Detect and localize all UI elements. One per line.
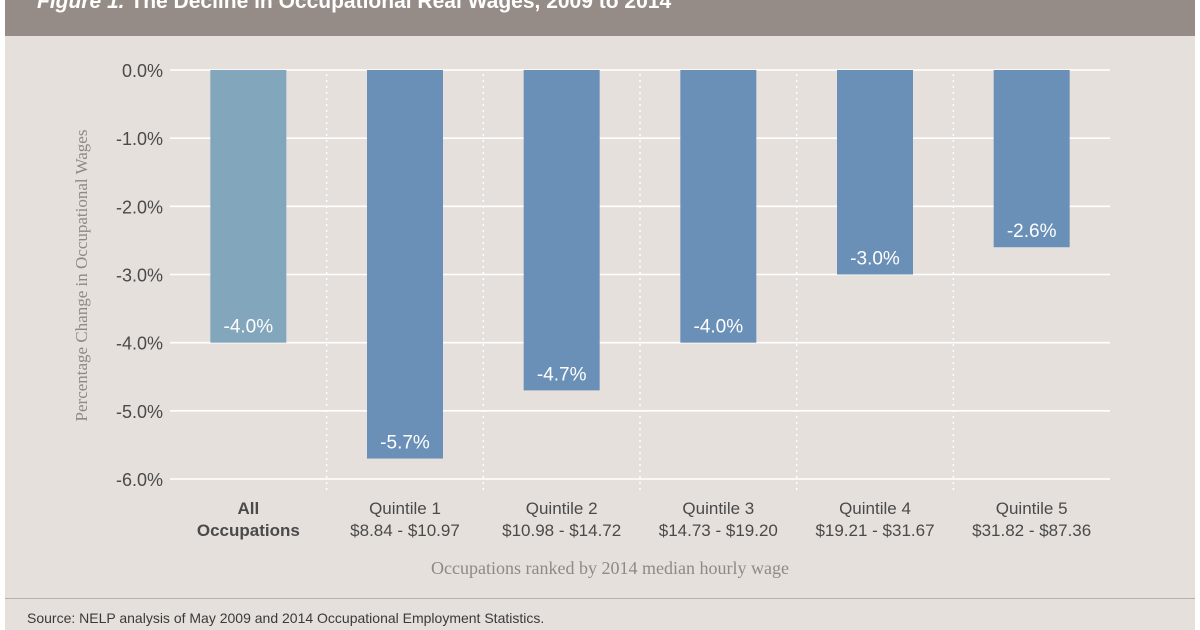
- data-label: -2.6%: [1007, 221, 1057, 242]
- bar-quintile-5: [993, 70, 1070, 248]
- x-tick-label: Quintile 2: [526, 499, 598, 518]
- x-tick-label: Quintile 1: [369, 499, 441, 518]
- y-tick-label: 0.0%: [122, 61, 163, 81]
- y-tick-label: -4.0%: [116, 334, 163, 354]
- bar-quintile-4: [837, 70, 913, 275]
- x-tick-label: All: [237, 499, 259, 518]
- x-tick-label: $10.98 - $14.72: [502, 521, 621, 540]
- x-tick-label: Occupations: [197, 521, 300, 540]
- bar-quintile-1: [367, 70, 443, 459]
- data-label: -3.0%: [850, 249, 900, 270]
- y-tick-label: -1.0%: [116, 129, 163, 149]
- x-tick-label: $14.73 - $19.20: [659, 521, 778, 540]
- x-tick-label: Quintile 3: [682, 499, 754, 518]
- x-tick-label: Quintile 5: [996, 499, 1068, 518]
- title-bar: Figure 1. The Decline in Occupational Re…: [5, 0, 1195, 36]
- y-tick-label: -6.0%: [116, 470, 163, 490]
- data-label: -5.7%: [380, 433, 430, 454]
- x-tick-label: $8.84 - $10.97: [350, 521, 460, 540]
- x-tick-label: Quintile 4: [839, 499, 911, 518]
- source-divider: [5, 598, 1195, 599]
- bar-quintile-2: [523, 70, 600, 391]
- x-tick-label: $19.21 - $31.67: [815, 521, 934, 540]
- figure-title-text: The Decline in Occupational Real Wages, …: [130, 0, 672, 13]
- bar-chart: 0.0% -1.0% -2.0% -3.0% -4.0% -5.0% -6.0% Percen…: [72, 61, 1110, 578]
- plot-area: 0.0% -1.0% -2.0% -3.0% -4.0% -5.0% -6.0% Percen…: [5, 36, 1195, 598]
- bar-all-occupations: [210, 70, 287, 343]
- y-axis-title: Percentage Change in Occupational Wages: [72, 130, 91, 422]
- data-label: -4.0%: [224, 317, 274, 338]
- bar-quintile-3: [680, 70, 757, 343]
- y-tick-label: -3.0%: [116, 266, 163, 286]
- figure-label: Figure 1.: [37, 0, 125, 13]
- x-tick-label: $31.82 - $87.36: [972, 521, 1091, 540]
- data-label: -4.0%: [694, 317, 744, 338]
- figure-title: Figure 1. The Decline in Occupational Re…: [37, 0, 671, 14]
- y-tick-label: -5.0%: [116, 402, 163, 422]
- x-axis-title: Occupations ranked by 2014 median hourly…: [431, 558, 789, 578]
- data-label: -4.7%: [537, 364, 587, 385]
- source-note: Source: NELP analysis of May 2009 and 20…: [27, 610, 545, 626]
- figure-frame: Figure 1. The Decline in Occupational Re…: [5, 0, 1195, 630]
- y-tick-label: -2.0%: [116, 197, 163, 217]
